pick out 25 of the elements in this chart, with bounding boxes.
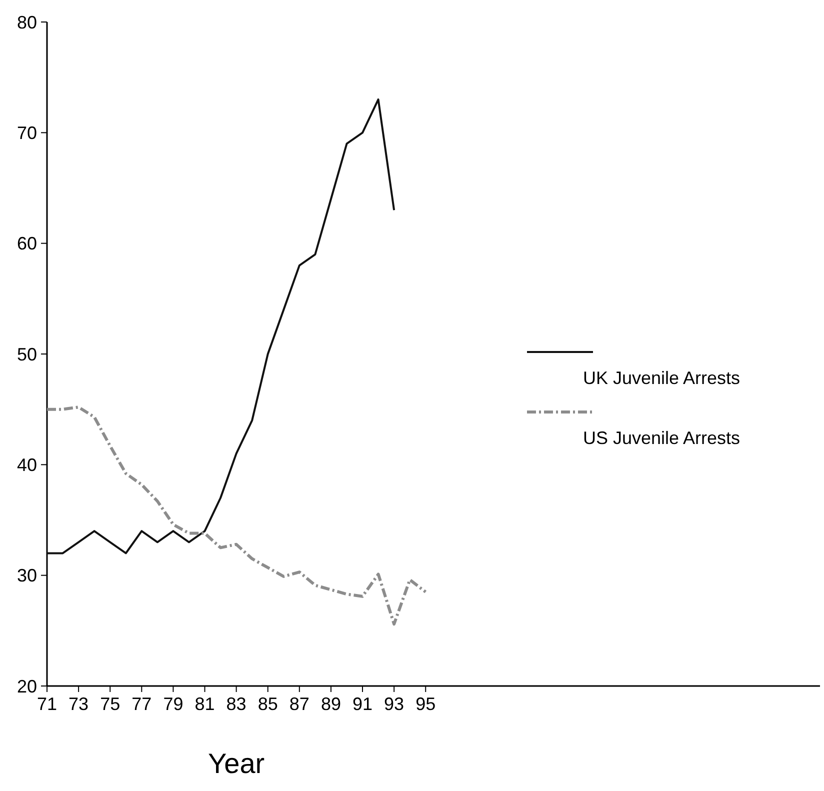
x-tick-label: 87 — [289, 694, 310, 714]
x-tick-label: 85 — [258, 694, 278, 714]
x-tick-label: 83 — [226, 694, 246, 714]
x-tick-label: 79 — [163, 694, 184, 714]
line-series — [46, 406, 428, 626]
x-tick-label: 75 — [100, 694, 120, 714]
x-tick-label: 91 — [352, 694, 373, 714]
y-tick-label: 30 — [16, 566, 37, 586]
x-tick-label: 93 — [384, 694, 404, 714]
x-tick-label: 73 — [68, 694, 89, 714]
x-tick-label: 77 — [132, 694, 152, 714]
x-tick-label: 89 — [320, 694, 341, 714]
line-series — [46, 98, 396, 554]
y-tick-label: 70 — [16, 122, 37, 143]
y-tick-label: 50 — [16, 344, 37, 364]
x-tick-label: 95 — [416, 694, 436, 714]
y-tick-label: 60 — [16, 234, 37, 254]
y-tick-label: 20 — [16, 676, 37, 696]
x-axis-title: Year — [208, 748, 265, 779]
x-tick-label: 81 — [194, 694, 215, 714]
y-tick-label: 40 — [16, 454, 37, 475]
x-tick-label: 71 — [36, 694, 58, 714]
y-tick-label: 80 — [16, 12, 37, 32]
text: US Juvenile Arrests — [583, 428, 740, 448]
text: UK Juvenile Arrests — [583, 368, 740, 388]
